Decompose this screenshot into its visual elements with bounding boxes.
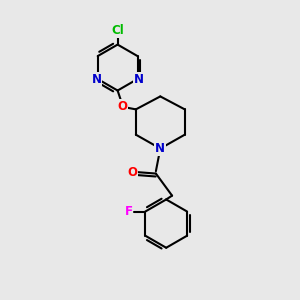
Text: F: F [124,205,133,218]
Text: O: O [117,100,127,113]
Text: O: O [127,166,137,178]
Text: Cl: Cl [111,24,124,37]
Text: N: N [92,73,101,85]
Text: N: N [155,142,165,155]
Text: N: N [134,73,144,85]
